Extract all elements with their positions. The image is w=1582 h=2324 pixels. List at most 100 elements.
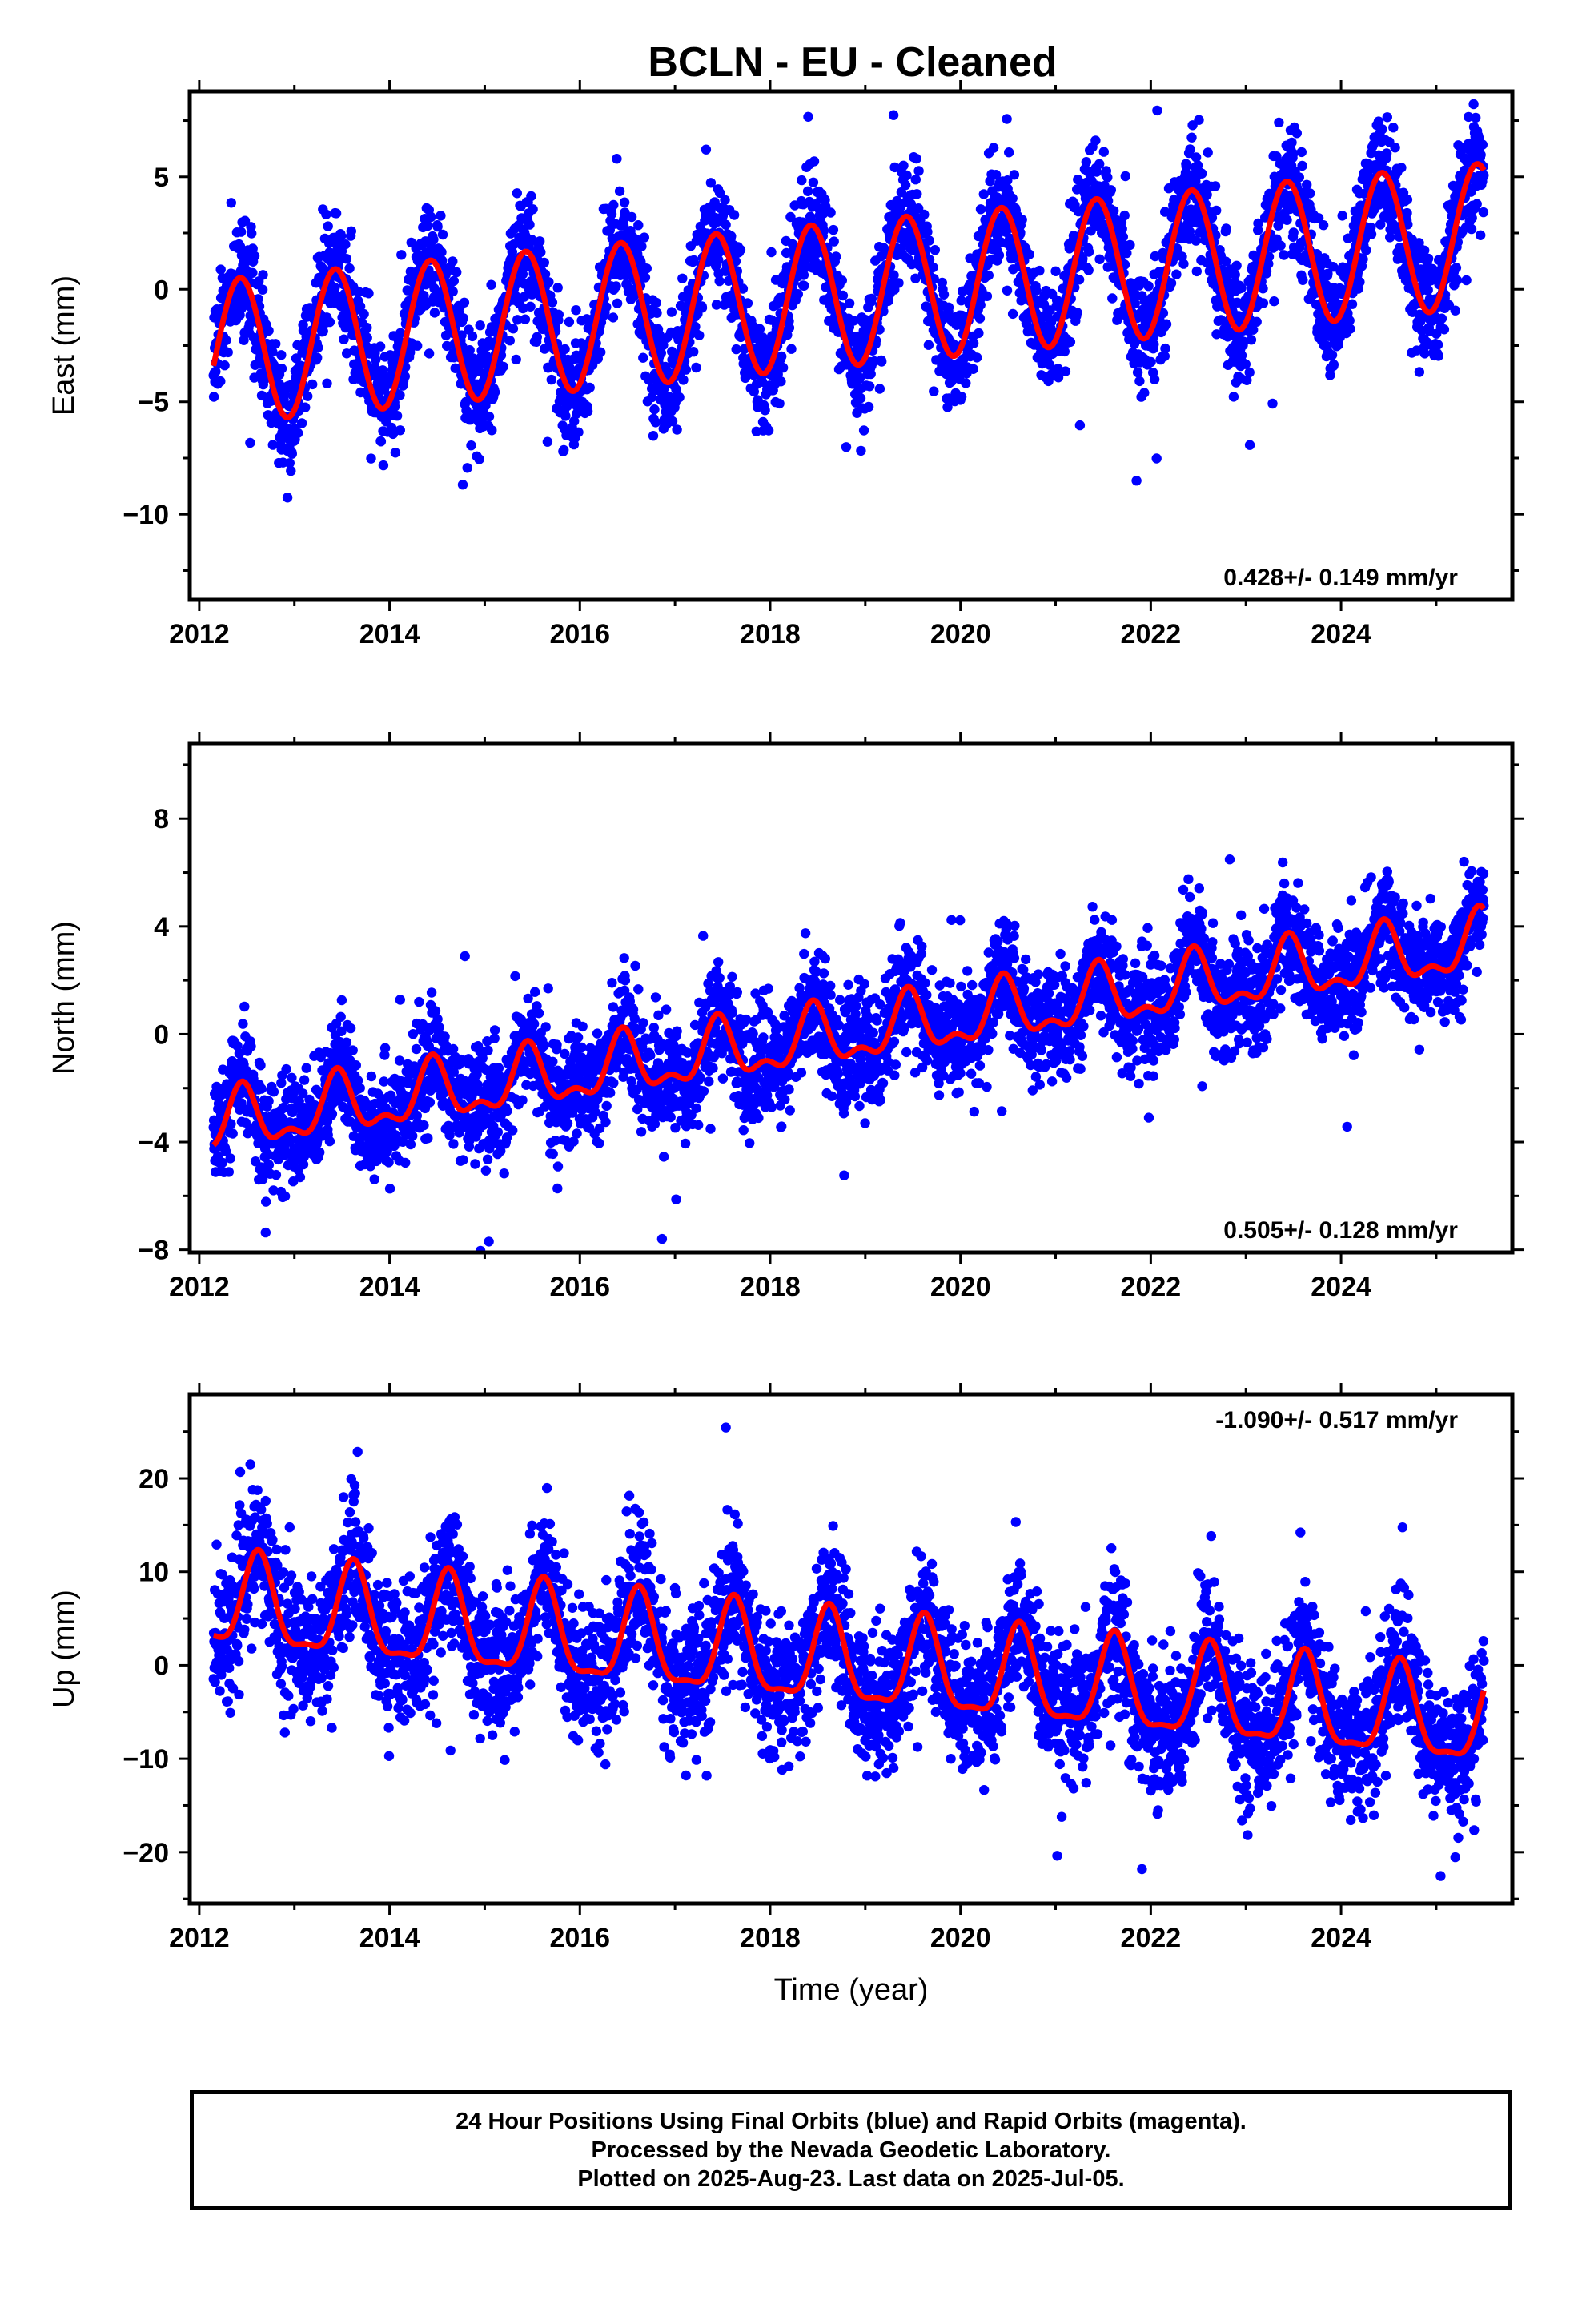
east-point (519, 292, 529, 302)
east-point (825, 207, 836, 218)
east-point (938, 289, 950, 300)
east-point (721, 219, 731, 230)
east-point (652, 308, 662, 318)
north-point (299, 1075, 310, 1085)
east-point (573, 427, 584, 437)
east-point (560, 411, 571, 421)
east-point (910, 273, 921, 283)
east-point (672, 424, 682, 435)
east-point (1296, 147, 1307, 158)
north-point (347, 1045, 358, 1055)
north-point (408, 1131, 418, 1141)
north-point (246, 1041, 256, 1051)
east-point (1263, 259, 1274, 269)
east-point (1288, 148, 1299, 159)
east-points (208, 99, 1489, 503)
east-point (1097, 219, 1108, 229)
east-point (1467, 213, 1477, 223)
figure-title: BCLN - EU - Cleaned (648, 39, 1057, 86)
east-point (303, 391, 313, 401)
east-point (841, 442, 852, 452)
east-point (666, 307, 677, 317)
north-point (324, 1136, 335, 1147)
east-point (737, 283, 749, 294)
east-point (983, 270, 994, 281)
east-point (596, 347, 606, 357)
east-point (1258, 298, 1269, 308)
east-point (1298, 275, 1308, 285)
east-point (1375, 219, 1386, 230)
east-point (742, 298, 753, 308)
east-point (678, 375, 689, 385)
east-point (507, 247, 517, 257)
east-point (735, 244, 746, 255)
east-point (341, 254, 352, 264)
east-point (809, 156, 820, 167)
north-point (345, 1023, 356, 1034)
east-point (464, 345, 475, 356)
east-point (701, 144, 712, 155)
east-point (606, 209, 617, 219)
east-point (1302, 179, 1312, 190)
east-point (681, 364, 691, 375)
east-point (719, 300, 729, 310)
east-point (863, 401, 874, 412)
east-point (994, 250, 1005, 260)
east-point (898, 160, 909, 171)
east-point (390, 448, 401, 458)
east-point (1074, 420, 1086, 431)
east-point (1210, 181, 1221, 191)
north-point (227, 1128, 238, 1139)
east-point (582, 406, 593, 416)
east-point (525, 301, 536, 312)
north-point (414, 996, 424, 1007)
east-point (480, 400, 491, 411)
east-point (929, 386, 939, 396)
east-point (849, 316, 859, 326)
east-point (919, 209, 930, 220)
east-point (837, 290, 849, 301)
east-point (366, 453, 376, 464)
east-point (714, 187, 725, 199)
east-point (1239, 336, 1249, 347)
east-point (1024, 249, 1034, 259)
east-point (1451, 263, 1462, 273)
north-point (257, 1174, 268, 1184)
east-point (564, 316, 575, 328)
east-point (1094, 159, 1105, 169)
east-point (1152, 105, 1162, 116)
north-point (271, 1169, 282, 1180)
east-point (831, 251, 841, 262)
east-point (943, 302, 954, 312)
east-point (649, 404, 660, 415)
east-point (763, 425, 774, 436)
east-point (395, 425, 405, 436)
east-point (1002, 285, 1013, 296)
east-point (378, 460, 389, 471)
east-point (552, 283, 563, 293)
east-point (555, 394, 566, 405)
east-point (1287, 137, 1297, 148)
east-point (776, 376, 786, 387)
east-point (436, 211, 446, 221)
east-point (330, 283, 340, 293)
east-x-tick-label: 2020 (930, 619, 991, 649)
east-point (1125, 239, 1135, 251)
east-point (731, 344, 741, 355)
north-point (234, 1048, 245, 1059)
east-y-tick-label: −5 (138, 388, 169, 418)
east-point (1464, 111, 1474, 123)
east-point (674, 392, 685, 403)
east-point (924, 235, 934, 246)
east-point (828, 224, 839, 235)
north-point (395, 995, 405, 1005)
east-point (1385, 232, 1395, 243)
east-point (544, 277, 554, 287)
east-point (1244, 367, 1255, 378)
east-point (1267, 398, 1278, 409)
east-point (457, 480, 468, 490)
north-point (352, 1076, 363, 1086)
east-point (900, 179, 911, 191)
east-point (1050, 266, 1061, 276)
